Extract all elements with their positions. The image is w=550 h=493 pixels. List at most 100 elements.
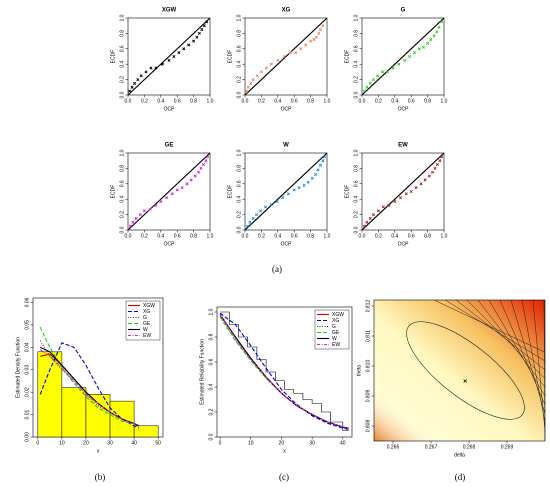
x-tick-label: 1.0	[441, 98, 448, 104]
point	[180, 186, 184, 190]
point	[365, 220, 369, 224]
x-tick-label: 0.267	[425, 444, 438, 450]
point	[134, 216, 138, 220]
x-tick-label: 20	[83, 440, 89, 446]
point	[302, 183, 306, 187]
point	[299, 47, 303, 51]
x-tick-label: 40	[131, 440, 137, 446]
contour-line	[499, 299, 546, 406]
chart-title: G	[401, 8, 406, 14]
reference-line	[244, 17, 328, 96]
point	[323, 155, 327, 159]
point	[133, 81, 137, 85]
point	[282, 54, 286, 59]
y-tick-label: 0.4	[119, 61, 125, 68]
y-tick-label: 0.04	[24, 342, 30, 352]
point	[317, 31, 321, 35]
point	[177, 51, 181, 55]
point	[435, 163, 439, 167]
contour-line	[521, 299, 546, 423]
x-axis-label: OCP	[281, 241, 293, 247]
histogram-bar	[109, 400, 135, 438]
point	[365, 85, 369, 89]
histogram-bar	[61, 387, 87, 438]
point	[128, 224, 132, 228]
point	[310, 176, 314, 180]
point	[255, 74, 259, 78]
y-tick-label: 0.4	[353, 61, 359, 68]
series-line	[219, 315, 350, 429]
x-axis-label: x	[283, 448, 286, 454]
y-tick-label: 0.2	[236, 211, 242, 218]
y-tick-label: 0.8	[236, 165, 242, 172]
x-tick-label: 20	[279, 440, 285, 446]
y-tick-label: 0.809	[365, 390, 371, 403]
point	[381, 205, 385, 209]
heatmap	[374, 300, 545, 441]
histogram-bar	[85, 394, 111, 438]
legend-label: GE	[143, 321, 151, 327]
plot-frame	[127, 17, 211, 96]
contour-line	[466, 299, 546, 379]
series-line	[219, 314, 350, 429]
caption: (c)	[279, 472, 289, 482]
point	[306, 180, 310, 184]
reference-line	[127, 152, 211, 231]
x-tick-label: 0.6	[291, 98, 298, 104]
x-axis-label: OCP	[164, 106, 176, 112]
point	[385, 70, 389, 74]
y-tick-label: 0.6	[119, 45, 125, 52]
x-tick-label: 0.266	[387, 444, 400, 450]
point	[172, 54, 176, 59]
contour-line	[510, 299, 546, 414]
caption: (a)	[272, 264, 282, 274]
y-axis-label: ECDF	[344, 185, 350, 199]
point	[167, 58, 171, 62]
y-tick-label: 0.811	[365, 330, 371, 342]
legend-label: XGW	[332, 312, 344, 318]
point	[192, 39, 196, 43]
point	[421, 45, 426, 49]
x-tick-label: 30	[309, 440, 315, 446]
point	[440, 155, 444, 159]
point	[387, 203, 391, 207]
y-tick-label: 0.0	[353, 91, 359, 98]
point	[263, 205, 268, 209]
y-tick-label: 0.2	[119, 76, 125, 83]
y-tick-label: 0.02	[24, 387, 30, 397]
point	[148, 207, 152, 211]
point	[182, 47, 186, 51]
point	[254, 213, 258, 217]
y-axis-label: Estimated Reliability Function	[199, 339, 205, 405]
point	[286, 192, 290, 196]
plot-frame	[244, 152, 328, 231]
point	[376, 209, 380, 213]
x-tick-label: 0.4	[274, 98, 281, 104]
point	[393, 199, 397, 204]
point	[275, 199, 279, 204]
y-tick-label: 0.0	[119, 91, 125, 98]
y-tick-label: 0.8	[119, 30, 125, 37]
point	[414, 186, 418, 190]
point	[399, 196, 403, 200]
point	[371, 213, 375, 217]
y-tick-label: 0.0	[236, 91, 242, 98]
point	[139, 74, 143, 78]
series-line	[39, 326, 140, 427]
y-tick-label: 0.4	[236, 196, 242, 203]
x-tick-label: 0.4	[274, 233, 281, 239]
x-tick-label: 0.8	[190, 98, 197, 104]
chart-title: XGW	[162, 8, 177, 14]
x-tick-label: 0.2	[375, 233, 382, 239]
point	[321, 24, 325, 28]
y-tick-label: 0.2	[119, 211, 125, 218]
caption: (d)	[455, 472, 466, 482]
point	[397, 62, 401, 66]
y-tick-label: 0.2	[208, 408, 214, 415]
point	[269, 203, 273, 207]
x-tick-label: 1.0	[441, 233, 448, 239]
y-tick-label: 0.4	[208, 383, 214, 390]
plot-frame	[373, 299, 546, 442]
histogram-bar	[37, 351, 63, 438]
plot-frame	[361, 152, 445, 231]
